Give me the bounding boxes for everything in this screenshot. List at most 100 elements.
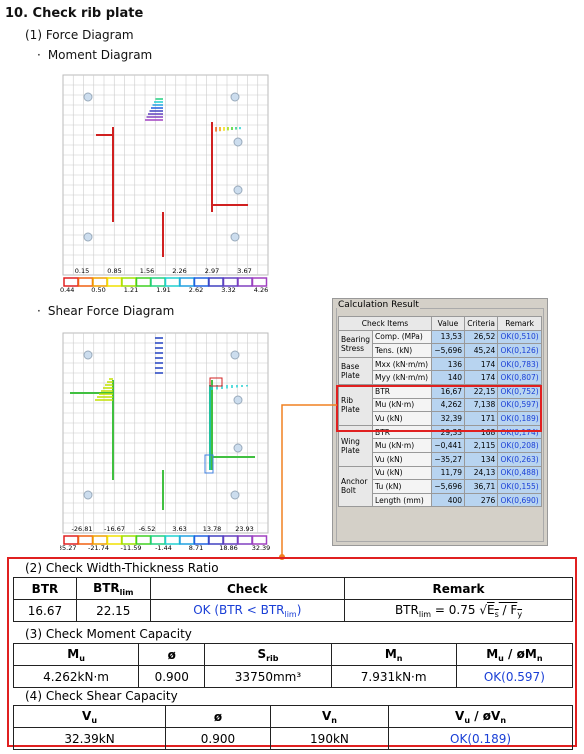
scale-label: -1.44 xyxy=(155,544,172,552)
scale-label: -35.27 xyxy=(60,544,76,552)
text: 16.67 xyxy=(27,603,63,618)
result-cell: 174 xyxy=(464,356,499,372)
value-cell: BTRlim = 0.75 √Es / Fy xyxy=(344,599,573,622)
result-row: Bearing Stress Comp. (MPa) 13,53 26,52 OK(0,… xyxy=(337,329,542,358)
color-scale xyxy=(121,535,137,545)
header-cell: Vu xyxy=(12,705,167,728)
text: u xyxy=(79,653,85,663)
result-row: Length (mm) 400 276 OK(0,690) xyxy=(339,492,542,508)
header-row: Check Items Value Criteria Remark xyxy=(338,316,542,331)
scale-label: 3.67 xyxy=(237,267,251,275)
text: BTR xyxy=(31,581,59,596)
force-box xyxy=(209,377,223,387)
result-cell: 134 xyxy=(464,451,499,467)
section-label: (1) Force Diagram xyxy=(25,28,134,42)
header-cell: BTRlim xyxy=(75,577,151,600)
header-row: Mu ø Srib Mn Mu / øMn xyxy=(12,643,574,666)
text: OK(0.189) xyxy=(450,731,512,746)
bolt-hole xyxy=(233,443,243,453)
color-scale xyxy=(135,277,152,287)
header-cell: Criteria xyxy=(464,316,499,331)
text: OK (BTR < BTR xyxy=(193,602,285,617)
text: 0.900 xyxy=(200,731,236,746)
result-cell: OK(0,597) xyxy=(497,397,542,413)
scale-label: 8.71 xyxy=(189,544,203,552)
result-cell: OK(0,807) xyxy=(497,370,542,385)
result-cell: BTR xyxy=(372,424,432,440)
color-scale xyxy=(121,277,137,287)
text: s xyxy=(494,609,499,619)
header-cell: Srib xyxy=(204,643,332,666)
result-cell: Vu (kN) xyxy=(372,465,432,481)
result-cell: Mxx (kN·m/m) xyxy=(372,356,432,372)
result-cell: OK(0,690) xyxy=(497,492,542,508)
text: ø xyxy=(167,647,176,662)
bolt-hole xyxy=(233,137,243,147)
result-cell: −35,27 xyxy=(430,451,466,467)
scale-label: 18.86 xyxy=(219,544,238,552)
bolt-hole xyxy=(233,395,243,405)
result-cell: 36,71 xyxy=(464,479,499,494)
scale-label: 1.56 xyxy=(140,267,154,275)
text: 33750mm³ xyxy=(234,669,302,684)
color-scale xyxy=(106,277,123,287)
text: BTR xyxy=(394,602,419,617)
value-cell: OK(0.597) xyxy=(455,665,574,688)
scale-label: 3.63 xyxy=(172,525,186,533)
value-cell: 190kN xyxy=(269,727,390,750)
header-cell: Remark xyxy=(497,316,542,331)
value-cell: 7.931kN·m xyxy=(330,665,457,688)
bolt-hole xyxy=(230,92,240,102)
scale-label: -16.67 xyxy=(104,525,125,533)
value-cell: 0.900 xyxy=(138,665,206,688)
color-scale xyxy=(63,277,79,287)
scale-label: 23.93 xyxy=(235,525,254,533)
result-cell: BTR xyxy=(372,383,432,399)
result-cell: OK(0,126) xyxy=(497,343,542,358)
result-cell: 32,39 xyxy=(430,411,466,426)
text: 7.931kN·m xyxy=(360,669,427,684)
header-cell: Check xyxy=(149,577,346,600)
text: V xyxy=(455,708,465,723)
value-row: 16.67 22.15 OK (BTR < BTRlim) BTRlim = 0.75… xyxy=(13,599,573,622)
color-scale xyxy=(164,535,181,545)
color-scale xyxy=(92,535,108,545)
result-cell: OK(0,174) xyxy=(497,424,542,440)
text: n xyxy=(500,715,507,725)
result-cell: 45,24 xyxy=(464,343,499,358)
result-cell: 22,15 xyxy=(464,383,499,399)
connector-line xyxy=(281,404,337,557)
header-cell: Remark xyxy=(344,577,573,600)
calculation-result-panel: Calculation Result Check Items Value Crite… xyxy=(332,298,548,546)
color-scale xyxy=(150,277,166,287)
header-cell: ø xyxy=(165,705,271,728)
text: M xyxy=(384,646,397,661)
scale-label: -11.59 xyxy=(121,544,142,552)
color-scale xyxy=(237,535,253,545)
result-cell: 4,262 xyxy=(430,397,466,413)
section-label: (4) Check Shear Capacity xyxy=(25,689,178,703)
section-label: (2) Check Width-Thickness Ratio xyxy=(25,561,219,575)
header-cell: Vn xyxy=(269,705,390,728)
header-cell: Value xyxy=(430,316,466,331)
text: ) xyxy=(296,602,302,617)
color-scale xyxy=(77,277,94,287)
result-cell: 13,53 xyxy=(430,329,466,345)
scale-label: -21.74 xyxy=(88,544,109,552)
group-name: Base Plate xyxy=(337,356,374,385)
title: 10. Check rib plate xyxy=(5,6,144,21)
group-name: Rib Plate xyxy=(337,383,374,426)
color-scale xyxy=(164,277,181,287)
diagram-label: Shear Force Diagram xyxy=(37,304,175,318)
text: V xyxy=(321,708,332,723)
value-cell: 33750mm³ xyxy=(204,665,332,688)
text: 4.262kN·m xyxy=(43,669,109,684)
bolt-hole xyxy=(230,490,240,500)
text: y xyxy=(517,609,523,619)
scale-label: 13.78 xyxy=(203,525,222,533)
result-cell: 136 xyxy=(430,356,466,372)
color-scale xyxy=(237,277,253,287)
scale-label: 0.15 xyxy=(75,267,89,275)
result-cell: Comp. (MPa) xyxy=(372,329,432,345)
text: / F xyxy=(498,602,518,617)
